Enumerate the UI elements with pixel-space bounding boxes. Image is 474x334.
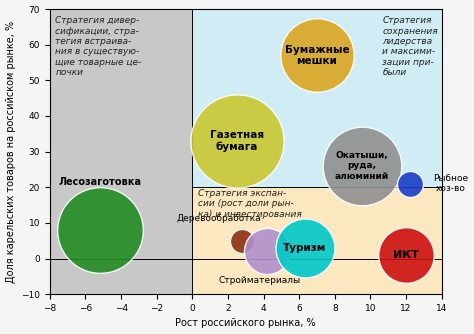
Text: Стройматериалы: Стройматериалы: [219, 276, 301, 285]
Text: Газетная
бумага: Газетная бумага: [210, 130, 264, 152]
Point: [233, 138, 241, 144]
Point: [301, 245, 308, 250]
Y-axis label: Доля карельских товаров на российском рынке, %: Доля карельских товаров на российском ры…: [6, 21, 16, 283]
Text: Стратегия дивер-
сификации, стра-
тегия встраива-
ния в существую-
щие товарные : Стратегия дивер- сификации, стра- тегия …: [55, 16, 141, 77]
Text: Лесозаготовка: Лесозаготовка: [58, 177, 141, 187]
Point: [96, 227, 103, 233]
Text: ИКТ: ИКТ: [393, 250, 419, 260]
Text: Рыбное
хоз-во: Рыбное хоз-во: [433, 174, 468, 193]
Text: Деревообработка: Деревообработка: [177, 214, 261, 223]
Point: [238, 238, 246, 243]
Bar: [192, 9, 442, 187]
X-axis label: Рост российского рынка, %: Рост российского рынка, %: [175, 318, 316, 328]
Text: Стратегия
сохранения
лидерства
и максими-
зации при-
были: Стратегия сохранения лидерства и максими…: [383, 16, 438, 77]
Text: Бумажные
мешки: Бумажные мешки: [285, 44, 349, 66]
Point: [358, 163, 365, 169]
Point: [264, 249, 271, 254]
Text: Стратегия экспан-
сии (рост доли рын-
ка) и инвестирования: Стратегия экспан- сии (рост доли рын- ка…: [198, 189, 301, 219]
Text: Окатыши,
руда,
алюминий: Окатыши, руда, алюминий: [334, 151, 389, 181]
Point: [313, 53, 321, 58]
Point: [406, 181, 413, 186]
Point: [402, 252, 410, 258]
Text: Туризм: Туризм: [283, 243, 326, 253]
Bar: [192, 187, 442, 294]
Bar: [50, 9, 192, 294]
